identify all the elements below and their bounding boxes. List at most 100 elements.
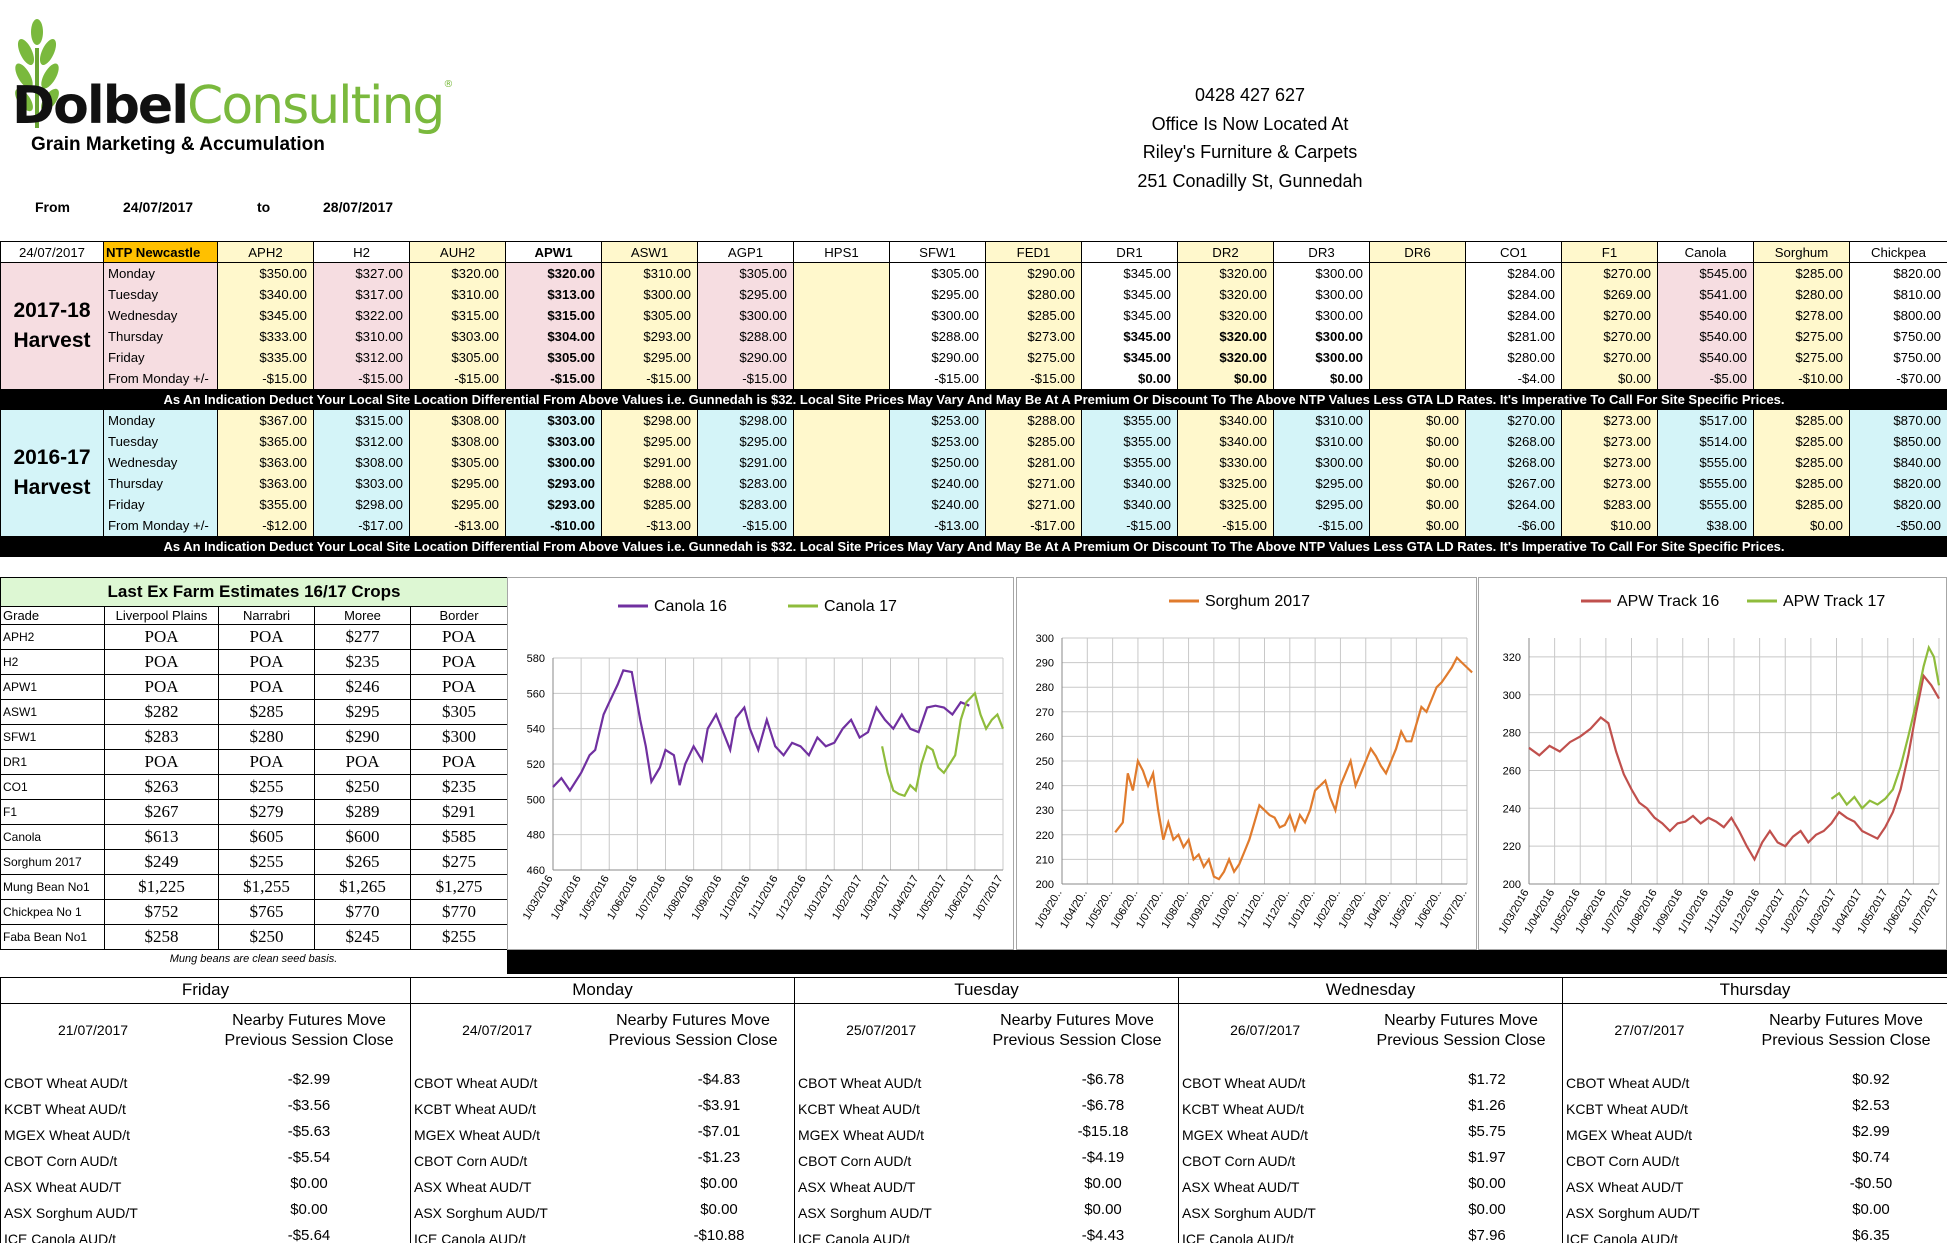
price-cell: $270.00 bbox=[1561, 325, 1658, 347]
futures-row: MGEX Wheat AUD/t -$15.18 bbox=[798, 1123, 1175, 1147]
futures-contract: CBOT Wheat AUD/t bbox=[798, 1075, 922, 1091]
y-tick-label: 320 bbox=[1503, 652, 1521, 664]
estimate-value: POA bbox=[409, 624, 509, 650]
price-cell: $283.00 bbox=[1561, 493, 1658, 515]
price-cell: $298.00 bbox=[697, 409, 794, 431]
price-cell: $295.00 bbox=[409, 493, 506, 515]
estimates-table: Last Ex Farm Estimates 16/17 Crops Grade… bbox=[0, 577, 509, 950]
price-cell: $273.00 bbox=[1561, 430, 1658, 452]
y-tick-label: 200 bbox=[1503, 879, 1521, 891]
price-cell: $288.00 bbox=[601, 472, 698, 494]
price-cell: $312.00 bbox=[313, 346, 410, 368]
price-cell bbox=[793, 409, 890, 431]
estimate-value: $291 bbox=[409, 799, 509, 825]
futures-contract: ASX Sorghum AUD/T bbox=[1182, 1205, 1316, 1221]
price-cell: $300.00 bbox=[1273, 346, 1370, 368]
futures-row: ASX Sorghum AUD/T $0.00 bbox=[4, 1201, 407, 1225]
price-cell: $253.00 bbox=[889, 430, 986, 452]
estimate-value: $605 bbox=[218, 824, 315, 850]
estimate-value: POA bbox=[409, 649, 509, 675]
estimate-value: $305 bbox=[409, 699, 509, 725]
estimates-row: Sorghum 2017 $249 $255 $265 $275 bbox=[0, 849, 509, 875]
price-cell: $295.00 bbox=[1273, 493, 1370, 515]
futures-move: $7.96 bbox=[1468, 1227, 1506, 1243]
futures-date: 21/07/2017 bbox=[57, 1022, 129, 1038]
futures-contract: CBOT Wheat AUD/t bbox=[4, 1075, 128, 1091]
price-cell: -$15.00 bbox=[697, 367, 794, 389]
price-cell: -$15.00 bbox=[697, 514, 794, 536]
futures-move: -$6.78 bbox=[1081, 1071, 1125, 1088]
price-cell: $555.00 bbox=[1657, 451, 1754, 473]
price-cell: $308.00 bbox=[409, 409, 506, 431]
price-cell: $291.00 bbox=[601, 451, 698, 473]
series-line bbox=[1830, 644, 1941, 811]
grade-header: H2 bbox=[313, 241, 410, 263]
futures-row: ASX Wheat AUD/T $0.00 bbox=[798, 1175, 1175, 1199]
estimate-value: $235 bbox=[409, 774, 509, 800]
price-cell: $820.00 bbox=[1849, 472, 1947, 494]
estimate-value: $613 bbox=[104, 824, 219, 850]
futures-row: ICE Canola AUD/t -$10.88 bbox=[414, 1227, 791, 1243]
to-label: to bbox=[257, 199, 271, 215]
price-cell: $290.00 bbox=[889, 346, 986, 368]
futures-row: ASX Wheat AUD/T $0.00 bbox=[4, 1175, 407, 1199]
price-cell: $300.00 bbox=[1273, 283, 1370, 305]
futures-contract: CBOT Corn AUD/t bbox=[4, 1153, 118, 1169]
futures-row: ASX Wheat AUD/T $0.00 bbox=[1182, 1175, 1559, 1199]
price-cell: $317.00 bbox=[313, 283, 410, 305]
series-line bbox=[1114, 655, 1473, 881]
estimate-value: POA bbox=[218, 674, 315, 700]
day-label: Tuesday bbox=[103, 283, 218, 305]
price-cell: $541.00 bbox=[1657, 283, 1754, 305]
grade-header: AUH2 bbox=[409, 241, 506, 263]
price-cell: $300.00 bbox=[697, 304, 794, 326]
price-cell bbox=[1369, 304, 1466, 326]
estimate-value: $585 bbox=[409, 824, 509, 850]
futures-contract: CBOT Corn AUD/t bbox=[414, 1153, 528, 1169]
price-cell: $305.00 bbox=[409, 346, 506, 368]
price-cell: $340.00 bbox=[1177, 430, 1274, 452]
price-cell: $303.00 bbox=[313, 472, 410, 494]
grade-header: ASW1 bbox=[601, 241, 698, 263]
price-cell: -$13.00 bbox=[409, 514, 506, 536]
futures-day-panel: Wednesday 26/07/2017 Nearby Futures Move P… bbox=[1178, 977, 1562, 1243]
price-cell: $345.00 bbox=[1081, 346, 1178, 368]
futures-date: 24/07/2017 bbox=[462, 1022, 533, 1038]
price-cell: $333.00 bbox=[217, 325, 314, 347]
price-cell bbox=[1369, 346, 1466, 368]
from-date: 24/07/2017 bbox=[123, 199, 194, 215]
estimates-row: CO1 $263 $255 $250 $235 bbox=[0, 774, 509, 800]
futures-move: -$7.01 bbox=[697, 1123, 741, 1140]
estimates-row: DR1 POA POA POA POA bbox=[0, 749, 509, 775]
estimate-value: POA bbox=[218, 624, 315, 650]
price-cell: $0.00 bbox=[1369, 472, 1466, 494]
estimate-value: $770 bbox=[314, 899, 411, 925]
futures-move: $1.72 bbox=[1468, 1071, 1506, 1088]
grade-name: CO1 bbox=[0, 774, 105, 800]
price-cell bbox=[793, 262, 890, 284]
price-cell: $305.00 bbox=[889, 262, 986, 284]
futures-move: -$5.54 bbox=[287, 1149, 331, 1166]
y-tick-label: 460 bbox=[527, 865, 545, 877]
futures-row: CBOT Wheat AUD/t $0.92 bbox=[1566, 1071, 1944, 1095]
futures-move: -$1.23 bbox=[697, 1149, 741, 1166]
series-line bbox=[881, 691, 1005, 798]
y-tick-label: 480 bbox=[527, 830, 545, 842]
futures-contract: CBOT Corn AUD/t bbox=[798, 1153, 912, 1169]
price-cell bbox=[1369, 262, 1466, 284]
price-cell: $283.00 bbox=[697, 472, 794, 494]
futures-move: $0.00 bbox=[1852, 1201, 1890, 1218]
series-line bbox=[552, 669, 970, 793]
futures-contract: ASX Sorghum AUD/T bbox=[798, 1205, 932, 1221]
futures-heading: Nearby Futures Move Previous Session Clo… bbox=[992, 1012, 1162, 1049]
futures-move: $0.00 bbox=[700, 1201, 738, 1218]
price-cell: $281.00 bbox=[985, 451, 1082, 473]
futures-move: $0.00 bbox=[1084, 1175, 1122, 1192]
futures-contract: ICE Canola AUD/t bbox=[1566, 1231, 1679, 1243]
estimate-value: $1,255 bbox=[218, 874, 315, 900]
futures-move: $0.74 bbox=[1852, 1149, 1890, 1166]
grade-name: SFW1 bbox=[0, 724, 105, 750]
futures-contract: MGEX Wheat AUD/t bbox=[1566, 1127, 1693, 1143]
estimates-row: APW1 POA POA $246 POA bbox=[0, 674, 509, 700]
futures-contract: ICE Canola AUD/t bbox=[798, 1231, 911, 1243]
